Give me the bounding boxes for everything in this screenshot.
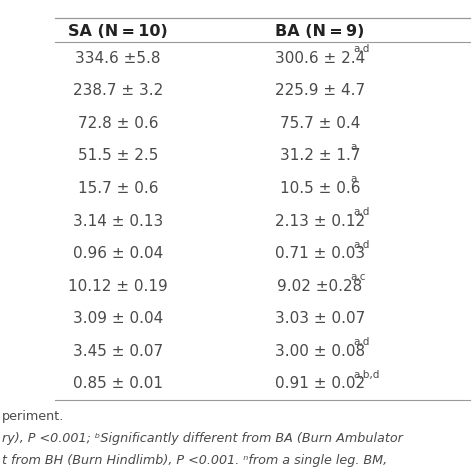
Text: 75.7 ± 0.4: 75.7 ± 0.4 xyxy=(280,116,360,131)
Text: 15.7 ± 0.6: 15.7 ± 0.6 xyxy=(78,181,158,196)
Text: 51.5 ± 2.5: 51.5 ± 2.5 xyxy=(78,148,158,164)
Text: 0.85 ± 0.01: 0.85 ± 0.01 xyxy=(73,376,163,391)
Text: a,c: a,c xyxy=(350,272,365,282)
Text: 3.09 ± 0.04: 3.09 ± 0.04 xyxy=(73,311,163,326)
Text: a: a xyxy=(350,174,356,184)
Text: BA (N = 9): BA (N = 9) xyxy=(275,24,365,38)
Text: 0.71 ± 0.03: 0.71 ± 0.03 xyxy=(275,246,365,261)
Text: 10.12 ± 0.19: 10.12 ± 0.19 xyxy=(68,279,168,293)
Text: 3.03 ± 0.07: 3.03 ± 0.07 xyxy=(275,311,365,326)
Text: t from BH (Burn Hindlimb), P <0.001. ⁿfrom a single leg. BM,: t from BH (Burn Hindlimb), P <0.001. ⁿfr… xyxy=(2,454,387,467)
Text: 9.02 ±0.28: 9.02 ±0.28 xyxy=(277,279,363,293)
Text: 3.45 ± 0.07: 3.45 ± 0.07 xyxy=(73,344,163,359)
Text: 3.14 ± 0.13: 3.14 ± 0.13 xyxy=(73,213,163,228)
Text: 2.13 ± 0.12: 2.13 ± 0.12 xyxy=(275,213,365,228)
Text: a,d: a,d xyxy=(353,207,369,217)
Text: a: a xyxy=(350,142,356,152)
Text: 238.7 ± 3.2: 238.7 ± 3.2 xyxy=(73,83,163,98)
Text: SA (N = 10): SA (N = 10) xyxy=(68,24,168,38)
Text: 0.91 ± 0.02: 0.91 ± 0.02 xyxy=(275,376,365,391)
Text: a,b,d: a,b,d xyxy=(353,370,379,380)
Text: ry), P <0.001; ᵇSignificantly different from BA (Burn Ambulator: ry), P <0.001; ᵇSignificantly different … xyxy=(2,432,403,445)
Text: a,d: a,d xyxy=(353,337,369,347)
Text: 0.96 ± 0.04: 0.96 ± 0.04 xyxy=(73,246,163,261)
Text: 31.2 ± 1.7: 31.2 ± 1.7 xyxy=(280,148,360,164)
Text: 10.5 ± 0.6: 10.5 ± 0.6 xyxy=(280,181,360,196)
Text: a,d: a,d xyxy=(353,44,369,54)
Text: 3.00 ± 0.08: 3.00 ± 0.08 xyxy=(275,344,365,359)
Text: periment.: periment. xyxy=(2,410,64,423)
Text: 225.9 ± 4.7: 225.9 ± 4.7 xyxy=(275,83,365,98)
Text: a,d: a,d xyxy=(353,239,369,249)
Text: 72.8 ± 0.6: 72.8 ± 0.6 xyxy=(78,116,158,131)
Text: 334.6 ±5.8: 334.6 ±5.8 xyxy=(75,51,161,66)
Text: 300.6 ± 2.4: 300.6 ± 2.4 xyxy=(275,51,365,66)
